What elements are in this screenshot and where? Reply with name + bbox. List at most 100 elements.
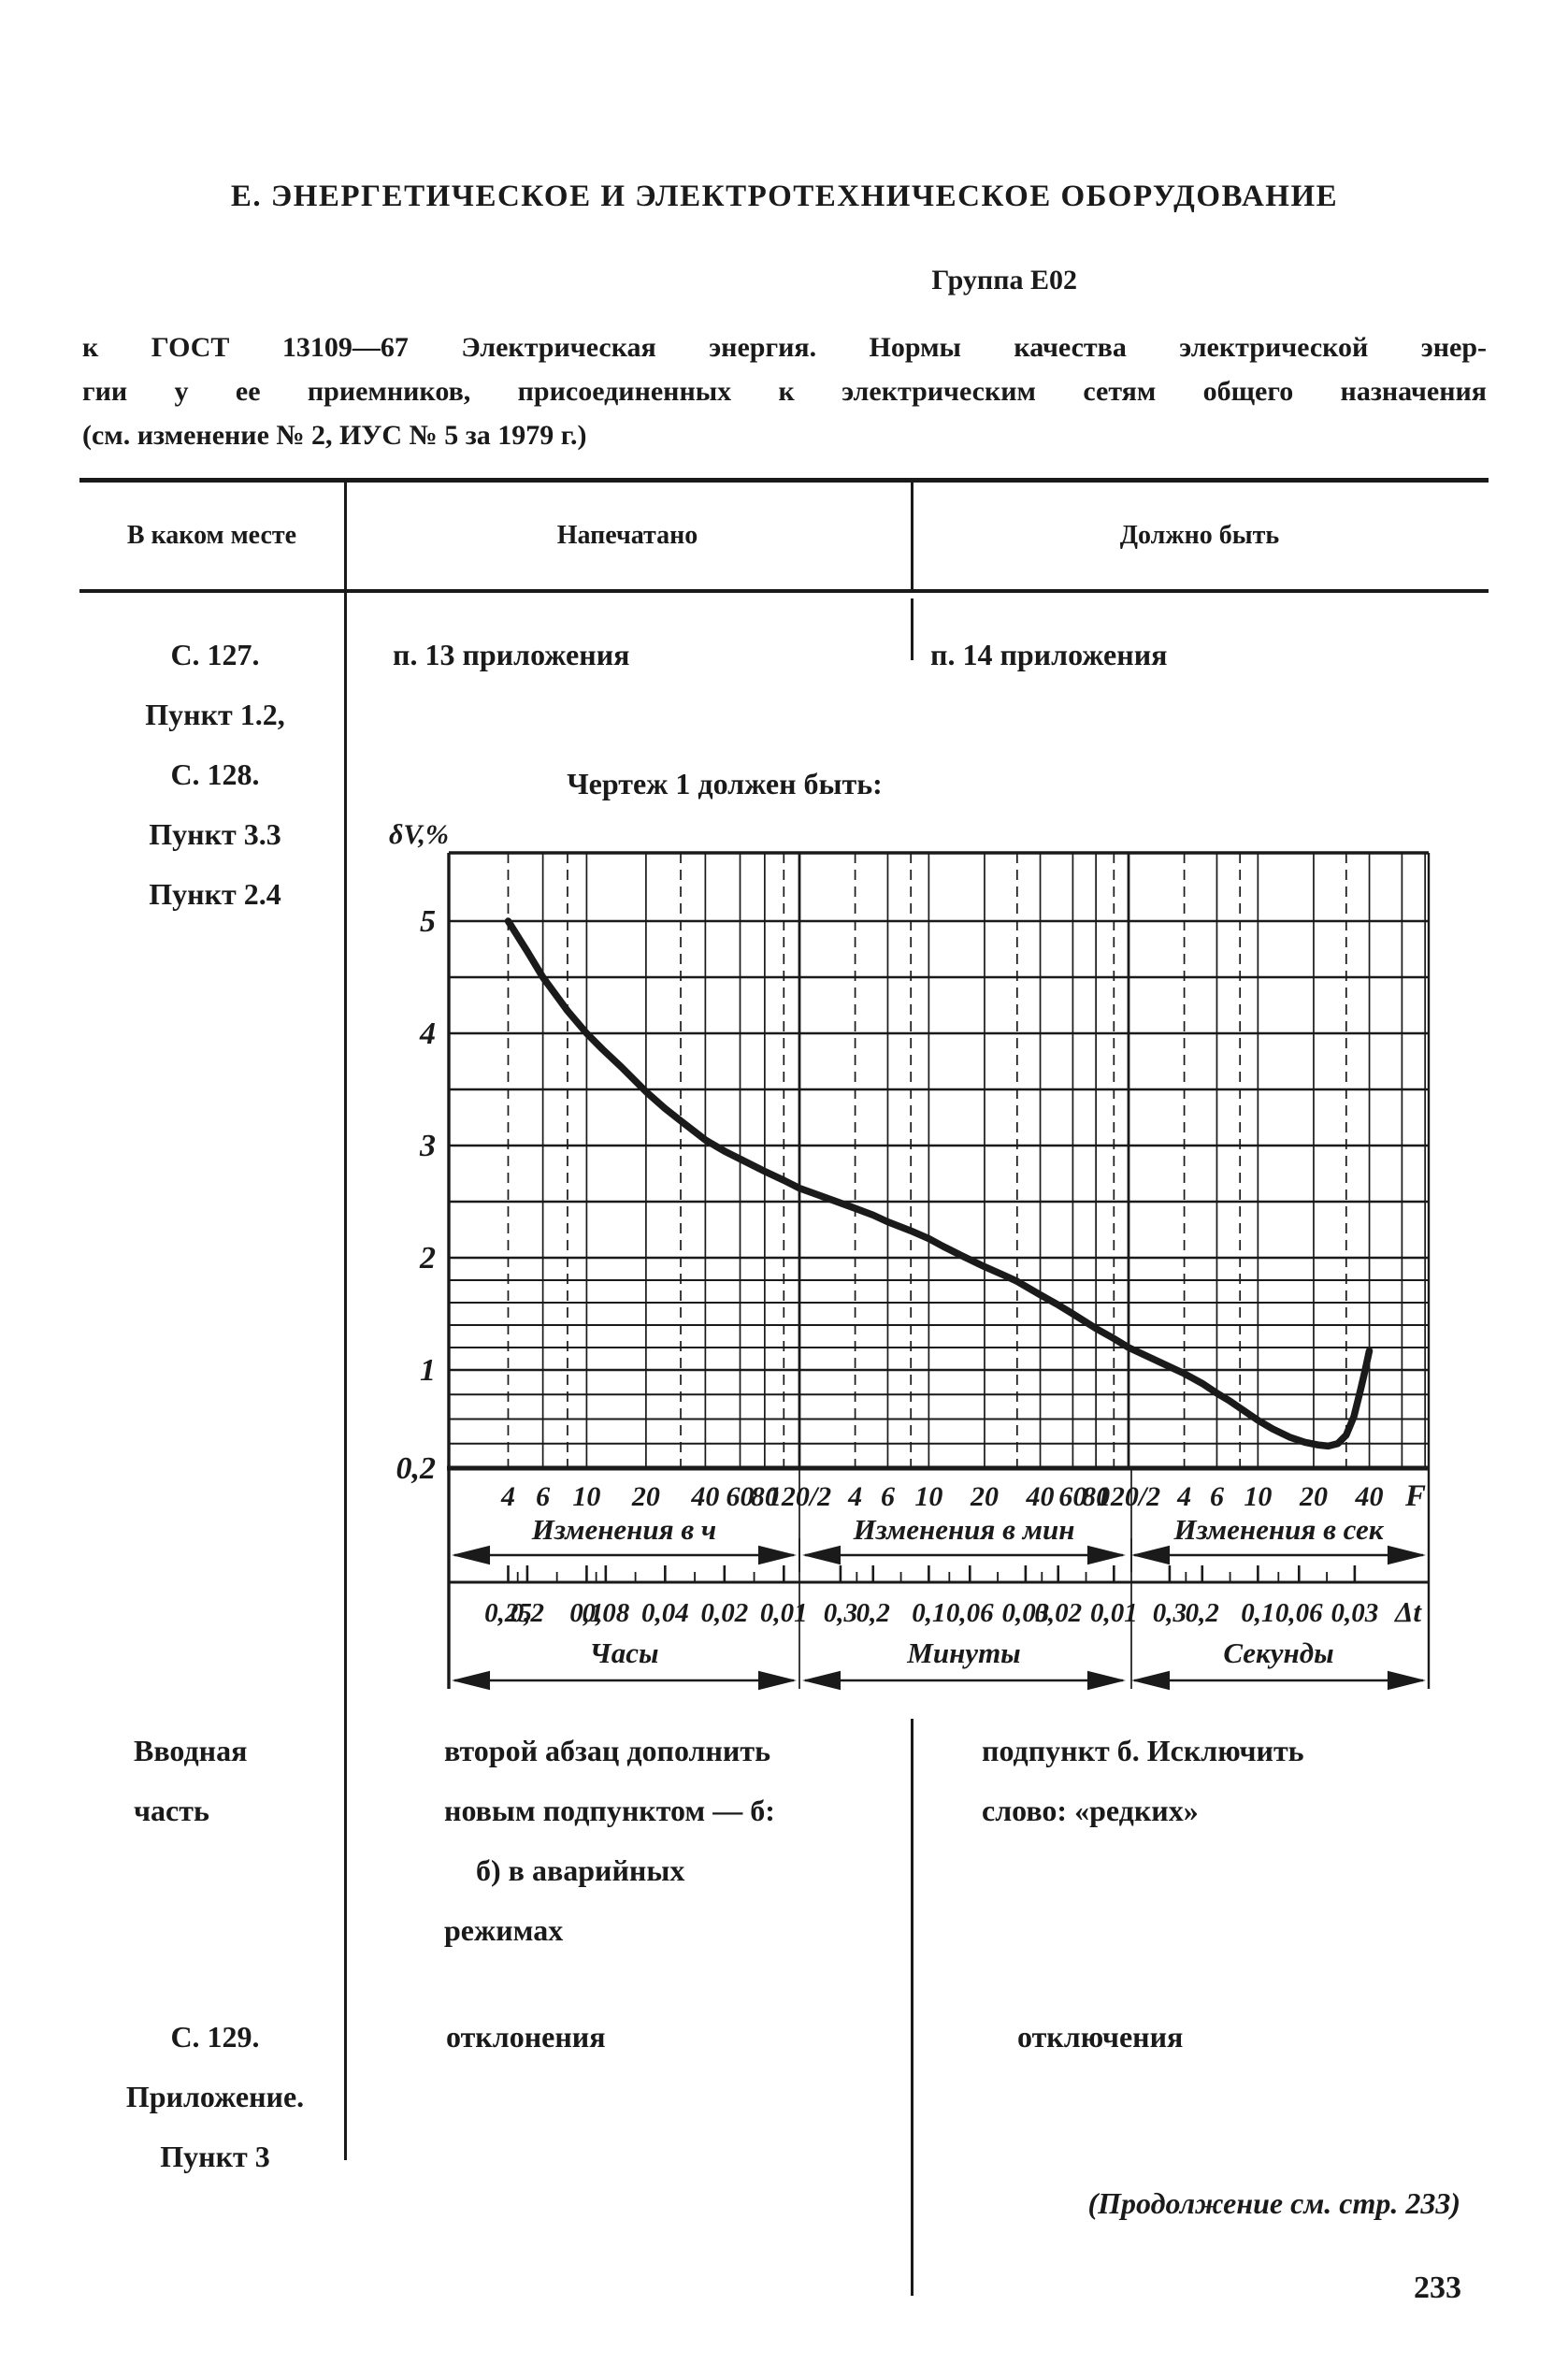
chart-label: F: [1404, 1479, 1426, 1513]
chart-dt-scale: 0,250,2 0,10,08 0,04 0,02 0,01 0,30,2 0,1 0,06 0…: [449, 1565, 1429, 1628]
chart-label: 40: [1026, 1481, 1055, 1512]
chart-label: 6: [1210, 1481, 1224, 1512]
table-row-shouldbe: подпункт б. Исключить слово: «редких»: [982, 1721, 1304, 1840]
chart-label: 0,2: [396, 1451, 437, 1486]
chart-label: 3: [419, 1129, 436, 1163]
table-header-border: [79, 589, 1489, 593]
table-row-printed: второй абзац дополнить новым подпунктом …: [444, 1721, 775, 1960]
place-line: Пункт 3.3: [149, 817, 281, 851]
shouldbe-line: подпункт б. Исключить: [982, 1734, 1304, 1767]
table-row-printed: п. 13 приложения: [393, 638, 630, 671]
chart-label: 0,01: [1090, 1598, 1138, 1628]
chart-label: Минуты: [906, 1636, 1020, 1669]
chart-label: 0,1: [912, 1598, 945, 1628]
chart-label: 20: [970, 1481, 999, 1512]
table-row-place: С. 127. Пункт 1.2, С. 128. Пункт 3.3 Пун…: [89, 625, 341, 924]
place-line: Пункт 1.2,: [145, 698, 285, 731]
chart-label: 60: [1058, 1481, 1086, 1512]
chart-label: 10: [572, 1481, 600, 1512]
table-row-printed: отклонения: [446, 2020, 606, 2054]
printed-line: второй абзац дополнить: [444, 1734, 770, 1767]
chart-label: Секунды: [1223, 1636, 1333, 1669]
chart-label: 20: [1299, 1481, 1328, 1512]
chart-label: 40: [690, 1481, 719, 1512]
chart-label: 4: [419, 1016, 436, 1051]
chart-label: 2: [419, 1241, 436, 1276]
chart-label: 0,3: [1153, 1598, 1187, 1628]
chart-label: 0,03: [1331, 1598, 1379, 1628]
printed-line: режимах: [444, 1913, 564, 1947]
chart-label: 60: [726, 1481, 755, 1512]
table-column-divider-2: [911, 598, 913, 660]
chart-label: 4: [1176, 1481, 1191, 1512]
chart-borders: [447, 851, 1431, 1689]
page-number: 233: [1414, 2270, 1461, 2305]
chart-label: δV,%: [389, 819, 449, 850]
table-column-divider-2: [911, 480, 913, 592]
chart-label: Δt: [1393, 1595, 1422, 1628]
chart-label: 0,01: [760, 1598, 808, 1628]
chart-label: 0,2: [1186, 1598, 1219, 1628]
place-line: С. 127.: [170, 638, 260, 671]
chart-label: Часы: [590, 1636, 659, 1669]
chart-label: 6: [881, 1481, 895, 1512]
chart-label: 1: [420, 1353, 436, 1388]
chart-label: 0,03: [1002, 1598, 1050, 1628]
intro-line: (см. изменение № 2, ИУС № 5 за 1979 г.): [82, 420, 587, 451]
place-line: С. 128.: [170, 757, 260, 791]
chart-label: 0,25: [484, 1598, 532, 1628]
chart-label: 40: [1355, 1481, 1384, 1512]
chart-label: 0,02: [700, 1598, 748, 1628]
figure-note: Чертеж 1 должен быть:: [567, 767, 883, 800]
chart-label: 0,3: [824, 1598, 857, 1628]
table-row-shouldbe: отключения: [1017, 2020, 1184, 2054]
chart-label: 20: [631, 1481, 660, 1512]
table-row-shouldbe: п. 14 приложения: [930, 638, 1168, 671]
continuation-note: (Продолжение см. стр. 233): [1087, 2186, 1460, 2220]
place-line: Приложение.: [125, 2080, 305, 2113]
chart-label: 6: [536, 1481, 550, 1512]
chart-label: 5: [420, 904, 436, 939]
chart-label: 0,04: [641, 1598, 689, 1628]
place-line: Вводная: [134, 1734, 248, 1767]
chart-curve: [504, 917, 1374, 1450]
chart-grid: [449, 853, 1429, 1469]
place-line: С. 129.: [170, 2020, 260, 2054]
chart-frequency-spans: Изменения в ч Изменения в мин Изменения в …: [452, 1513, 1426, 1572]
chart-label: 4: [500, 1481, 515, 1512]
chart-label: 0,1: [1241, 1598, 1274, 1628]
chart-label: 0,2: [856, 1598, 890, 1628]
chart-label: 0,2: [511, 1598, 544, 1628]
table-column-divider-1: [344, 480, 347, 592]
chart-label: 80: [1082, 1481, 1110, 1512]
chart-label: Изменения в сек: [1173, 1513, 1385, 1546]
chart-label: 10: [1244, 1481, 1272, 1512]
chart-label: 0,02: [1034, 1598, 1082, 1628]
printed-line: новым подпунктом — б:: [444, 1794, 775, 1827]
chart-label: Изменения в ч: [531, 1513, 716, 1546]
chart-label: 0,06: [946, 1598, 994, 1628]
intro-line: к ГОСТ 13109—67 Электрическая энергия. Н…: [82, 332, 1487, 363]
table-row-place: С. 129. Приложение. Пункт 3: [89, 2007, 341, 2186]
chart-label: 4: [847, 1481, 862, 1512]
page-title: Е. ЭНЕРГЕТИЧЕСКОЕ И ЭЛЕКТРОТЕХНИЧЕСКОЕ О…: [230, 180, 1339, 213]
table-column-divider-1: [344, 593, 347, 2160]
chart-label: Изменения в мин: [853, 1513, 1075, 1546]
place-line: Пункт 2.4: [149, 877, 281, 911]
table-top-border: [79, 478, 1489, 483]
printed-line: б) в аварийных: [476, 1853, 685, 1887]
chart-label: 120/2: [768, 1481, 831, 1512]
chart-label: 0,06: [1275, 1598, 1323, 1628]
place-line: часть: [134, 1794, 209, 1827]
table-row-place: Вводная часть: [134, 1721, 247, 1840]
table-header-printed: Напечатано: [556, 521, 698, 550]
chart-label: 0,1: [569, 1598, 603, 1628]
chart-label: 80: [751, 1481, 779, 1512]
chart-label: 0,08: [582, 1598, 629, 1628]
table-header-shouldbe: Должно быть: [1119, 521, 1280, 550]
chart-period-spans: Часы Минуты Секунды: [452, 1636, 1426, 1691]
table-header-place: В каком месте: [126, 521, 297, 550]
place-line: Пункт 3: [160, 2140, 270, 2173]
